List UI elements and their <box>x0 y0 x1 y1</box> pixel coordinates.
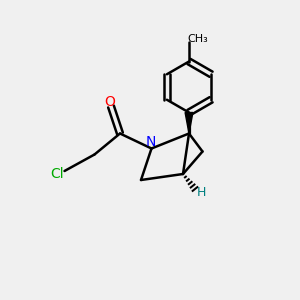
Polygon shape <box>185 112 193 134</box>
Text: Cl: Cl <box>50 167 64 181</box>
Text: N: N <box>146 135 156 149</box>
Text: H: H <box>197 185 206 199</box>
Text: O: O <box>104 95 115 109</box>
Text: CH₃: CH₃ <box>188 34 208 44</box>
